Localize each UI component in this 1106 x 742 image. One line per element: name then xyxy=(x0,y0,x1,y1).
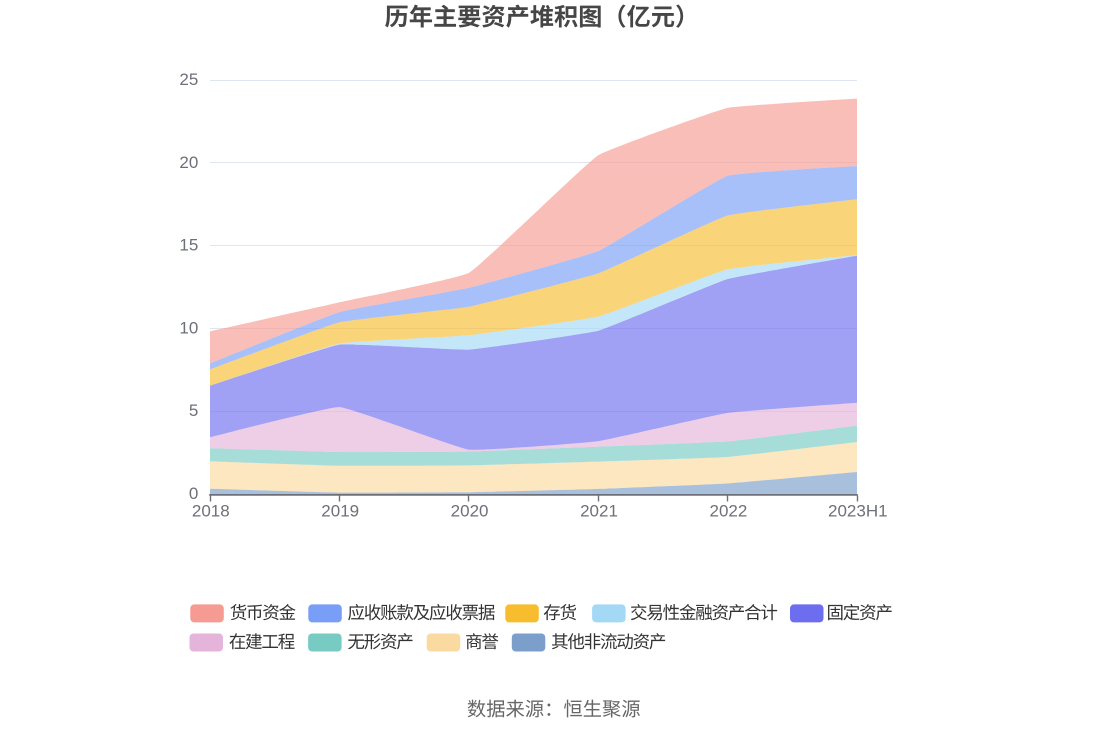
svg-text:20: 20 xyxy=(179,153,198,172)
svg-text:15: 15 xyxy=(179,236,198,255)
svg-text:2023H1: 2023H1 xyxy=(828,502,888,521)
svg-text:5: 5 xyxy=(189,401,198,420)
svg-text:2021: 2021 xyxy=(580,502,618,521)
svg-text:0: 0 xyxy=(189,484,198,503)
svg-text:10: 10 xyxy=(179,318,198,337)
svg-text:2019: 2019 xyxy=(321,502,359,521)
svg-text:25: 25 xyxy=(179,70,198,89)
svg-text:2018: 2018 xyxy=(192,502,230,521)
svg-text:2020: 2020 xyxy=(451,502,489,521)
svg-text:2022: 2022 xyxy=(709,502,747,521)
